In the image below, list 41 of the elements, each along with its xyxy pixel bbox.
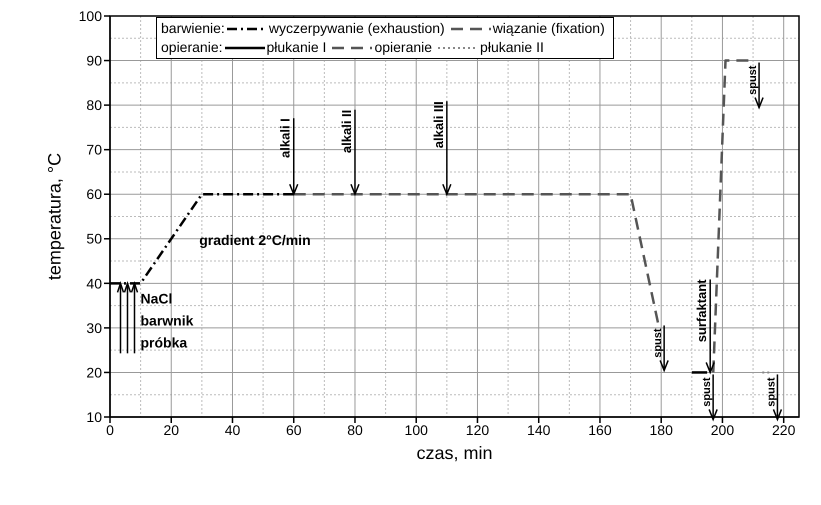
x-tick-label: 220 [772, 422, 796, 438]
annotation: gradient 2°C/min [199, 232, 311, 248]
annotation: surfaktant [694, 278, 710, 342]
annotation: spust [701, 377, 714, 407]
legend-label: płukanie II [480, 38, 544, 57]
legend-label: wiązanie (fixation) [492, 19, 605, 38]
y-axis-title: temperatura, °C [44, 152, 64, 280]
y-tick-label: 100 [78, 8, 102, 24]
y-tick-label: 10 [86, 408, 102, 425]
y-tick-label: 70 [86, 142, 102, 158]
y-tick-label: 80 [86, 97, 102, 114]
y-tick-label: 30 [86, 320, 102, 336]
x-tick-label: 40 [224, 422, 240, 438]
legend-label: wyczerpywanie (exhaustion) [268, 19, 445, 38]
y-tick-label: 60 [86, 186, 102, 202]
annotation: alkali III [430, 101, 446, 148]
annotation: barwienie: [161, 19, 225, 38]
x-tick-label: 20 [163, 422, 180, 438]
annotation: alkali II [338, 110, 354, 154]
annotation: spust [747, 65, 760, 95]
annotation: opieranie: [161, 38, 222, 57]
legend-label: płukanie I [266, 38, 326, 57]
x-tick-label: 60 [286, 422, 302, 438]
annotation: spust [652, 328, 664, 358]
annotation: alkali I [278, 118, 293, 158]
y-tick-label: 20 [86, 364, 102, 380]
x-tick-label: 160 [588, 422, 612, 438]
x-tick-label: 100 [404, 422, 428, 438]
annotation: NaCl barwnik próbka [140, 290, 194, 350]
x-tick-label: 80 [347, 422, 363, 438]
x-tick-label: 180 [650, 422, 674, 438]
annotation: spust [765, 377, 778, 407]
x-tick-label: 140 [527, 422, 551, 438]
x-axis-title: czas, min [416, 443, 493, 463]
y-tick-label: 40 [86, 275, 102, 292]
x-tick-label: 0 [106, 422, 114, 438]
x-tick-label: 200 [710, 422, 734, 438]
y-tick-label: 50 [86, 230, 102, 247]
y-tick-label: 90 [86, 52, 102, 69]
x-tick-label: 120 [466, 422, 490, 438]
legend-label: opieranie [374, 38, 432, 57]
